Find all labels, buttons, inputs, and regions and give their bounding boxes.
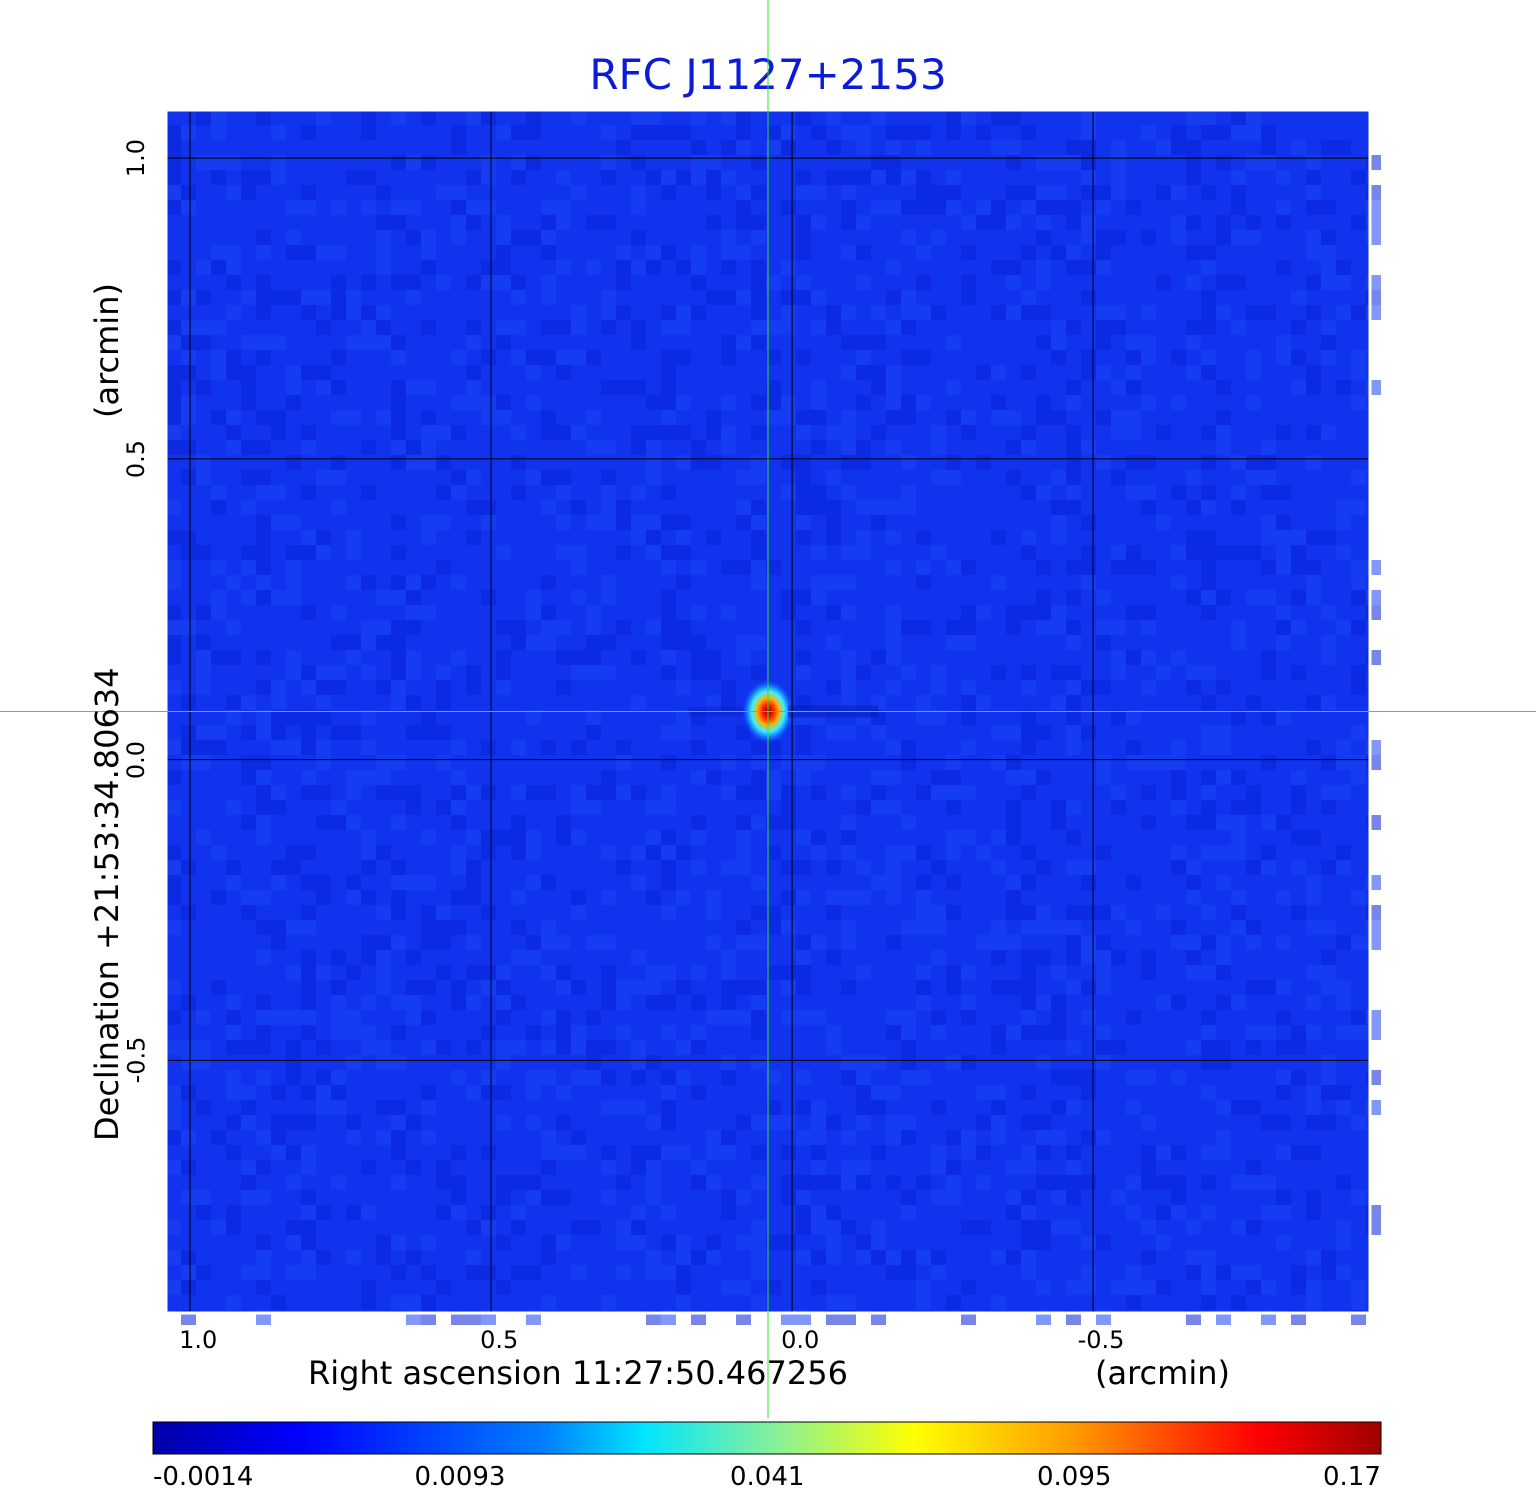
x-tick-label: 0.0 bbox=[781, 1326, 820, 1354]
colorbar-tick-label: 0.095 bbox=[1037, 1462, 1112, 1492]
x-tick-label: -0.5 bbox=[1077, 1326, 1125, 1354]
y-axis-unit-label: (arcmin) bbox=[88, 283, 126, 418]
colorbar-tick-label: 0.17 bbox=[1323, 1462, 1381, 1492]
y-axis-label: Declination +21:53:34.80634 bbox=[88, 667, 126, 1141]
y-tick-label: 0.0 bbox=[122, 740, 151, 779]
x-axis-unit-label: (arcmin) bbox=[1095, 1354, 1230, 1392]
colorbar bbox=[152, 1421, 1382, 1455]
y-tick-label: -0.5 bbox=[121, 1036, 150, 1084]
x-axis-label: Right ascension 11:27:50.467256 bbox=[308, 1354, 848, 1392]
y-tick-label: 1.0 bbox=[122, 139, 151, 178]
colorbar-tick-label: 0.0093 bbox=[414, 1462, 506, 1492]
x-tick-label: 0.5 bbox=[480, 1326, 519, 1354]
colorbar-tick-label: -0.0014 bbox=[153, 1462, 254, 1492]
y-tick-label: 0.5 bbox=[122, 439, 151, 478]
colorbar-tick-label: 0.041 bbox=[730, 1462, 805, 1492]
x-tick-label: 1.0 bbox=[179, 1326, 218, 1354]
